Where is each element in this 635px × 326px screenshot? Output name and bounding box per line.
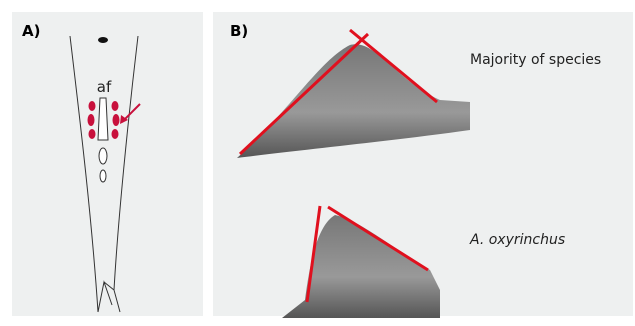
center-shape (98, 98, 108, 140)
oval (100, 170, 106, 182)
panel-a-label: A) (22, 22, 40, 40)
oval (99, 148, 107, 164)
figure: A) af B) Majority of species A. oxyrinch… (0, 0, 635, 326)
dot (98, 37, 108, 43)
panel-a (12, 12, 203, 316)
caption: Majority of species (470, 52, 601, 68)
caption: A. oxyrinchus (469, 232, 565, 248)
panel-b-label: B) (230, 22, 248, 40)
annotation-af: af (97, 78, 112, 96)
